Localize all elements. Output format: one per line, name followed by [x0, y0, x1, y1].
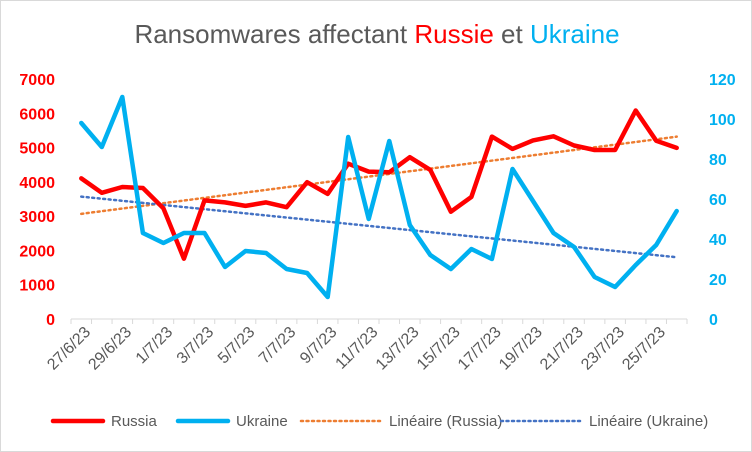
title-ukraine-word: Ukraine: [529, 19, 620, 49]
legend-label: Linéaire (Ukraine): [589, 413, 708, 430]
x-tick-label: 23/7/23: [578, 324, 628, 374]
legend-label: Linéaire (Russia): [389, 413, 502, 430]
y-left-tick-label: 4000: [19, 175, 55, 192]
y-left-tick-label: 2000: [19, 243, 55, 260]
legend-label: Ukraine: [236, 413, 288, 430]
x-tick-label: 1/7/23: [133, 324, 177, 368]
y-left-tick-label: 5000: [19, 141, 55, 158]
x-tick-label: 17/7/23: [455, 324, 505, 374]
chart-title: Ransomwares affectant Russie et Ukraine: [1, 19, 752, 50]
x-tick-label: 27/6/23: [44, 324, 94, 374]
x-tick-label: 19/7/23: [496, 324, 546, 374]
y-left-tick-label: 3000: [19, 209, 55, 226]
y-right-tick-label: 0: [709, 312, 718, 329]
x-tick-label: 25/7/23: [619, 324, 669, 374]
y-left-tick-label: 0: [46, 312, 55, 329]
y-right-tick-label: 80: [709, 152, 727, 169]
title-middle: et: [493, 19, 530, 49]
x-tick-label: 7/7/23: [256, 324, 300, 368]
series-line-ukraine: [79, 94, 679, 300]
title-prefix: Ransomwares affectant: [134, 19, 415, 49]
y-right-tick-label: 120: [709, 72, 736, 89]
x-tick-label: 15/7/23: [414, 324, 464, 374]
legend-label: Russia: [111, 413, 158, 430]
y-left-tick-label: 1000: [19, 278, 55, 295]
trendline-ukraine: [80, 195, 678, 259]
x-tick-label: 3/7/23: [174, 324, 218, 368]
x-tick-label: 21/7/23: [537, 324, 587, 374]
x-tick-label: 29/6/23: [85, 324, 135, 374]
x-tick-label: 11/7/23: [333, 324, 382, 373]
y-right-tick-label: 40: [709, 232, 727, 249]
y-left-tick-label: 6000: [19, 106, 55, 123]
x-tick-label: 13/7/23: [373, 324, 423, 374]
y-left-tick-label: 7000: [19, 72, 55, 89]
y-right-tick-label: 60: [709, 192, 727, 209]
y-right-tick-label: 20: [709, 272, 727, 289]
title-russia-word: Russie: [414, 19, 494, 49]
x-tick-label: 5/7/23: [215, 324, 259, 368]
y-right-tick-label: 100: [709, 112, 736, 129]
